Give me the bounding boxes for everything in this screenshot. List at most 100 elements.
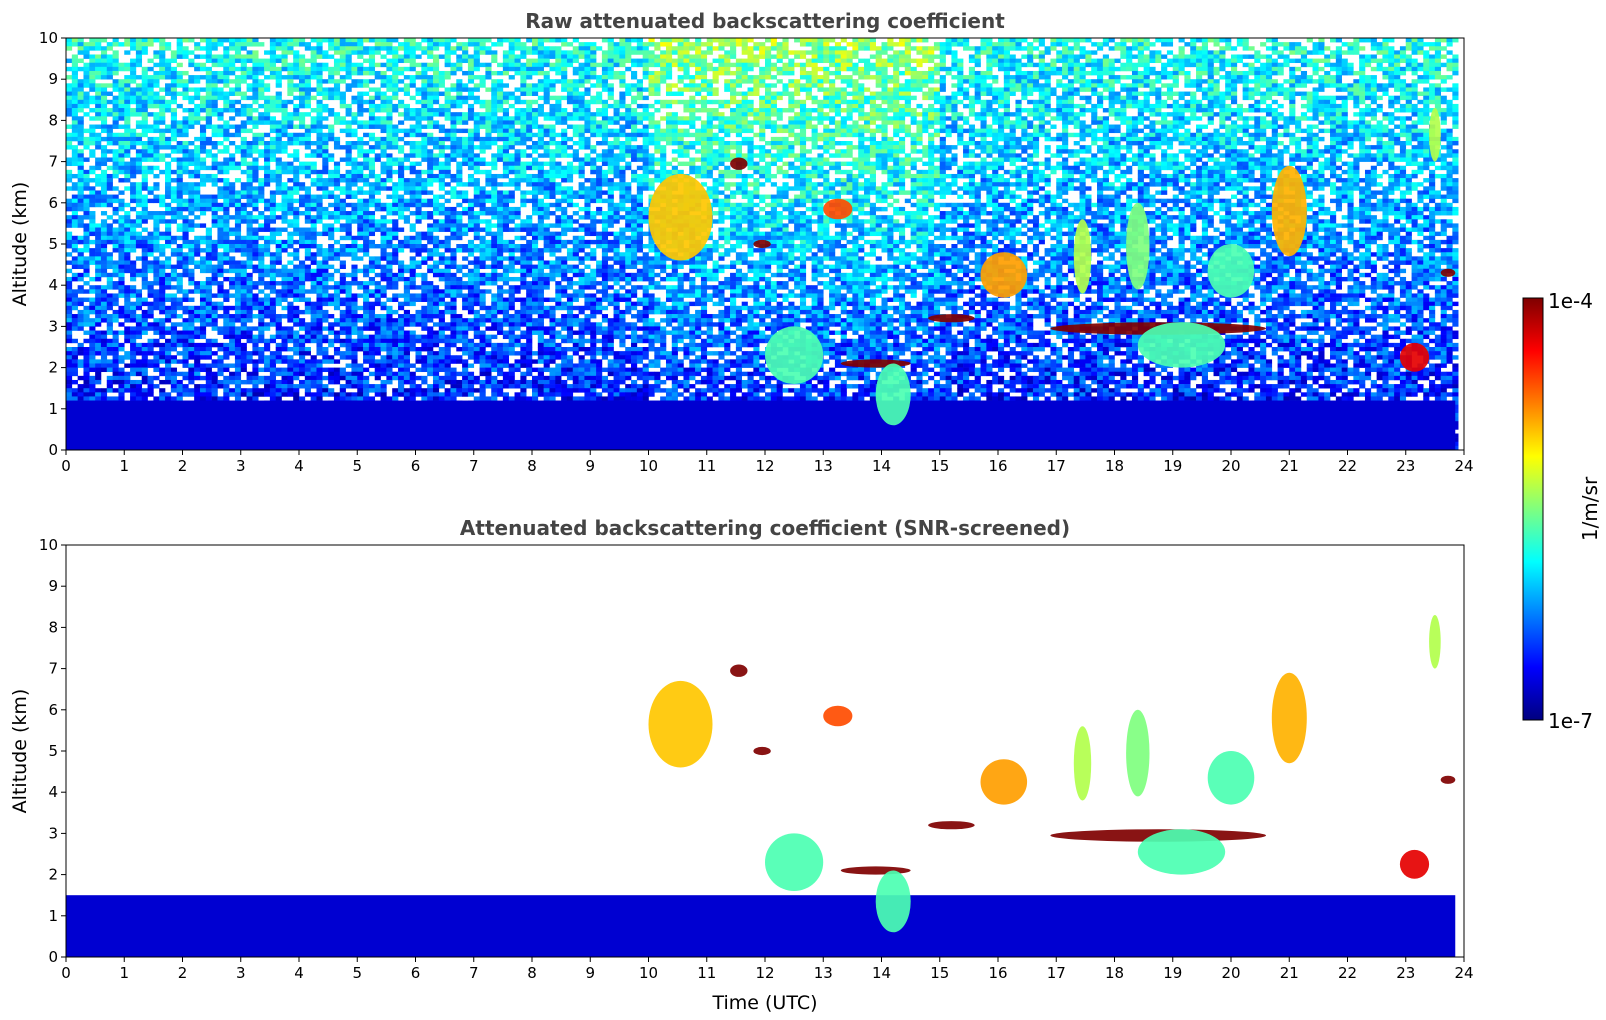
noise-cell	[1330, 132, 1337, 138]
noise-cell	[141, 50, 148, 55]
noise-cell	[1213, 91, 1220, 96]
noise-cell	[741, 75, 748, 80]
noise-cell	[1155, 50, 1162, 55]
noise-cell	[1353, 124, 1360, 129]
noise-cell	[316, 153, 323, 158]
noise-cell	[1015, 145, 1022, 150]
noise-cell	[555, 50, 562, 55]
noise-cell	[491, 112, 498, 117]
noise-cell	[246, 153, 253, 158]
noise-cell	[1236, 124, 1243, 129]
noise-cell	[1137, 120, 1144, 125]
noise-cell	[508, 145, 515, 150]
noise-cell	[1452, 54, 1459, 59]
noise-cell	[205, 103, 212, 109]
noise-cell	[1359, 75, 1366, 80]
noise-cell	[928, 112, 935, 117]
noise-cell	[1178, 54, 1185, 59]
noise-cell	[1213, 99, 1220, 105]
noise-cell	[71, 38, 78, 43]
noise-cell	[840, 46, 847, 51]
noise-cell	[829, 54, 836, 59]
noise-cell	[1382, 54, 1389, 59]
noise-cell	[1388, 112, 1395, 117]
noise-cell	[735, 124, 743, 129]
noise-cell	[339, 99, 346, 105]
noise-cell	[304, 42, 311, 47]
noise-cell	[1021, 108, 1028, 113]
noise-cell	[601, 58, 609, 64]
noise-cell	[135, 62, 143, 68]
noise-cell	[689, 124, 696, 129]
noise-cell	[223, 108, 230, 113]
noise-cell	[427, 141, 434, 146]
noise-cell	[765, 54, 772, 59]
noise-cell	[1283, 42, 1290, 47]
noise-cell	[660, 62, 667, 68]
noise-cell	[700, 62, 708, 68]
noise-cell	[526, 91, 533, 96]
noise-cell	[1434, 87, 1442, 92]
noise-cell	[1330, 79, 1337, 84]
noise-cell	[147, 149, 154, 154]
noise-cell	[444, 46, 451, 51]
noise-cell	[590, 132, 597, 138]
noise-cell	[1003, 87, 1010, 92]
noise-cell	[368, 108, 376, 113]
noise-cell	[817, 46, 824, 51]
noise-cell	[561, 38, 568, 43]
noise-cell	[619, 116, 626, 121]
noise-cell	[514, 95, 521, 101]
noise-cell	[1254, 145, 1261, 150]
noise-cell	[1225, 116, 1232, 121]
noise-cell	[380, 83, 387, 88]
noise-cell	[444, 132, 451, 138]
noise-cell	[636, 62, 643, 68]
noise-cell	[683, 153, 690, 158]
noise-cell	[1190, 99, 1197, 105]
noise-cell	[864, 112, 871, 117]
noise-cell	[118, 91, 125, 96]
noise-cell	[124, 50, 131, 55]
noise-cell	[415, 46, 422, 51]
noise-cell	[1015, 116, 1022, 121]
noise-cell	[1306, 75, 1313, 80]
noise-cell	[205, 95, 212, 101]
noise-cell	[322, 108, 329, 113]
noise-cell	[1149, 132, 1156, 138]
noise-cell	[502, 70, 510, 76]
noise-cell	[1213, 103, 1220, 109]
noise-cell	[182, 108, 189, 113]
noise-cell	[986, 124, 993, 129]
noise-cell	[374, 153, 381, 158]
noise-cell	[240, 75, 247, 80]
noise-cell	[974, 141, 981, 146]
noise-cell	[246, 95, 253, 101]
noise-cell	[1062, 132, 1069, 138]
noise-cell	[939, 46, 946, 51]
noise-cell	[939, 42, 946, 47]
noise-cell	[665, 103, 673, 109]
noise-cell	[1108, 91, 1115, 96]
noise-cell	[1324, 103, 1331, 109]
noise-cell	[1032, 62, 1040, 68]
noise-cell	[526, 112, 533, 117]
noise-cell	[695, 42, 702, 47]
noise-cell	[100, 95, 108, 101]
noise-cell	[316, 116, 323, 121]
noise-cell	[642, 108, 649, 113]
noise-cell	[1131, 83, 1139, 88]
noise-cell	[910, 38, 917, 43]
noise-cell	[223, 132, 230, 138]
noise-cell	[304, 66, 311, 72]
noise-cell	[456, 120, 463, 125]
noise-cell	[1295, 141, 1302, 146]
noise-cell	[403, 54, 410, 59]
noise-cell	[1347, 62, 1354, 68]
noise-cell	[893, 79, 900, 84]
noise-cell	[1149, 120, 1156, 125]
noise-cell	[788, 108, 795, 113]
noise-cell	[1399, 116, 1407, 121]
noise-cell	[392, 58, 399, 64]
noise-cell	[456, 66, 463, 72]
